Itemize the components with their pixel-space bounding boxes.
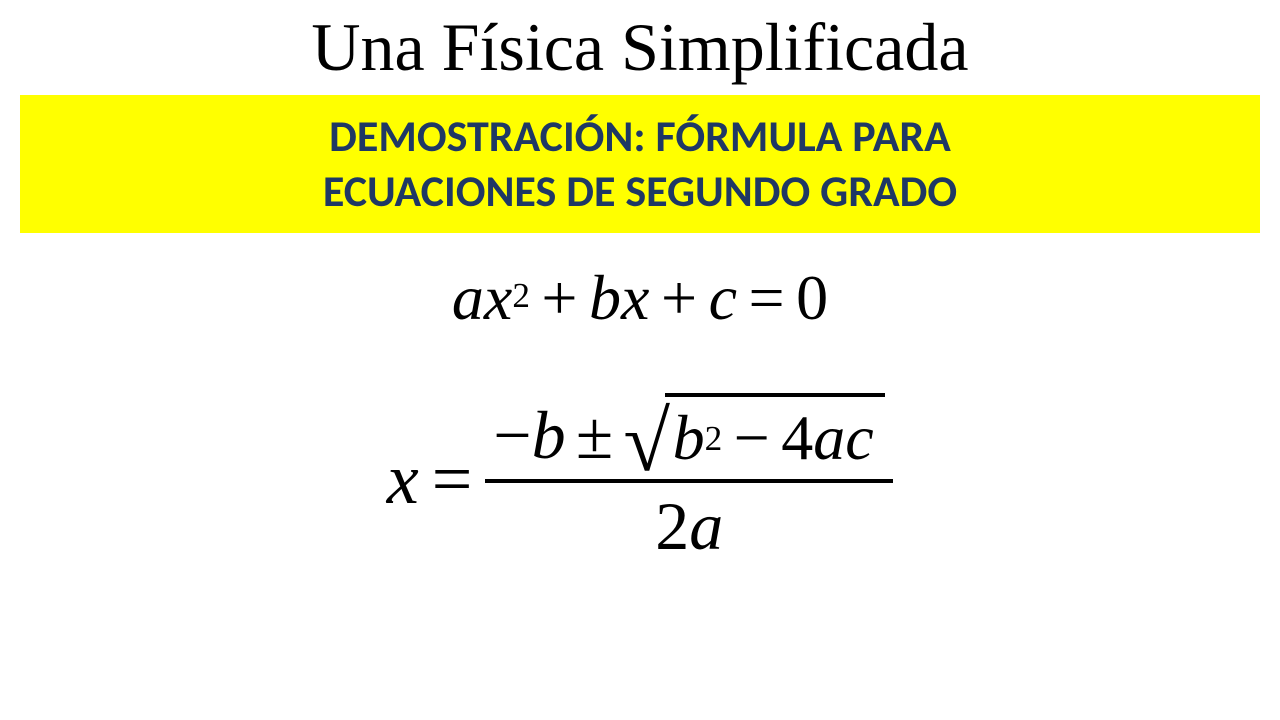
quadratic-formula: x = −b ± √ b2 − 4ac 2a — [387, 393, 893, 566]
equals-op: = — [748, 261, 784, 335]
plus-minus: ± — [576, 396, 613, 475]
quadratic-equation: ax2 + bx + c = 0 — [452, 261, 828, 335]
rad-minus: − — [734, 401, 770, 475]
rad-four: 4 — [781, 401, 813, 475]
coef-b: b — [589, 261, 621, 335]
rad-b: b — [673, 401, 705, 475]
num-b: b — [532, 396, 566, 475]
exponent-2: 2 — [512, 276, 530, 316]
plus-op-2: + — [661, 261, 697, 335]
coef-a: a — [452, 261, 484, 335]
radicand: b2 − 4ac — [665, 393, 885, 475]
subtitle-line-2: ECUACIONES DE SEGUNDO GRADO — [40, 164, 1240, 219]
radical-sign: √ — [623, 406, 670, 478]
var-x1: x — [484, 261, 512, 335]
subtitle-banner: DEMOSTRACIÓN: FÓRMULA PARA ECUACIONES DE… — [20, 95, 1260, 233]
plus-op-1: + — [541, 261, 577, 335]
formula-fraction: −b ± √ b2 − 4ac 2a — [485, 393, 893, 566]
formula-x: x — [387, 438, 419, 521]
rad-c: c — [845, 401, 873, 475]
formula-numerator: −b ± √ b2 − 4ac — [485, 393, 893, 483]
square-root: √ b2 − 4ac — [623, 393, 885, 475]
formula-denominator: 2a — [655, 483, 723, 566]
zero: 0 — [796, 261, 828, 335]
coef-c: c — [709, 261, 737, 335]
denom-a: a — [689, 488, 723, 564]
rad-a: a — [813, 401, 845, 475]
subtitle-line-1: DEMOSTRACIÓN: FÓRMULA PARA — [40, 109, 1240, 164]
denom-two: 2 — [655, 488, 689, 564]
page-title: Una Física Simplificada — [311, 8, 968, 87]
rad-exp: 2 — [705, 419, 723, 459]
negative-sign: − — [493, 396, 531, 475]
var-x2: x — [621, 261, 649, 335]
formula-equals: = — [432, 438, 473, 521]
